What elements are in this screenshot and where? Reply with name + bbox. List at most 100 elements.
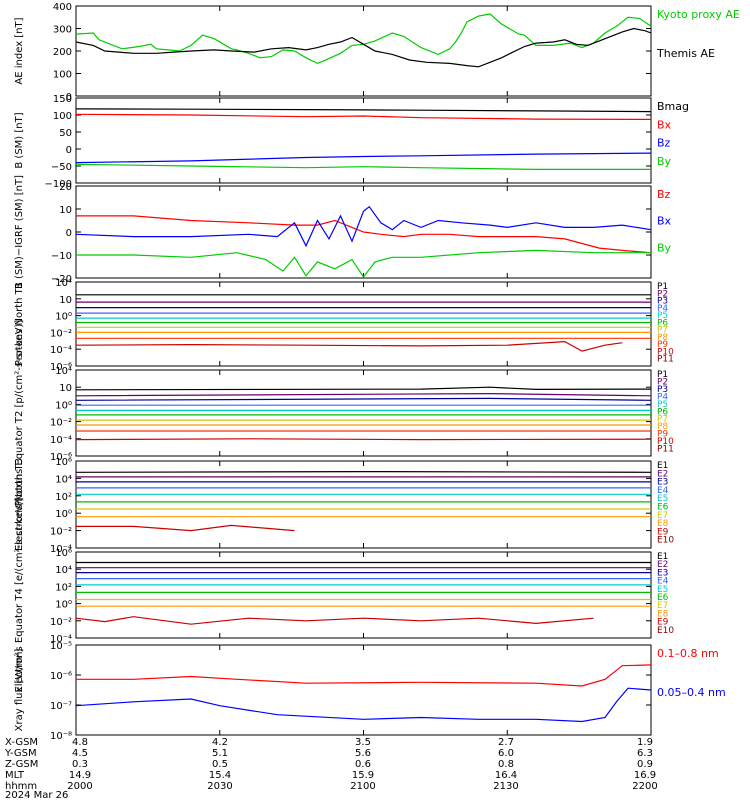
legend-entry: P11: [657, 355, 674, 365]
orbit-value: 5.6: [355, 748, 371, 759]
legend-entry: Bx: [657, 215, 672, 228]
y-axis-label: Xray flux [W/m²]: [14, 649, 25, 732]
y-tick-label: 10⁴: [55, 278, 72, 289]
orbit-row-label: MLT: [5, 770, 25, 781]
orbit-row-label: X-GSM: [5, 737, 38, 748]
orbit-value: 2200: [632, 781, 657, 792]
orbit-value: 5.1: [212, 748, 228, 759]
y-tick-label: 10⁻⁷: [50, 701, 72, 712]
legend-entry: P11: [657, 445, 674, 455]
y-tick-label: 10⁻²: [50, 418, 72, 429]
y-tick-label: 10⁰: [55, 400, 72, 411]
orbit-value: 2.7: [498, 737, 514, 748]
orbit-value: 4.2: [212, 737, 228, 748]
y-tick-label: −10: [51, 251, 72, 262]
y-tick-label: 10⁰: [55, 312, 72, 323]
series-line: [76, 29, 651, 67]
legend-entry: By: [657, 241, 672, 254]
y-tick-label: 0: [66, 145, 72, 156]
y-tick-label: 10⁶: [55, 548, 72, 559]
orbit-value: 15.9: [352, 770, 374, 781]
legend-entry: E10: [657, 536, 674, 546]
series-line: [76, 14, 651, 64]
y-tick-label: 10⁻⁸: [50, 731, 72, 742]
panel-frame: [76, 6, 651, 96]
series-line: [76, 394, 651, 396]
orbit-value: 3.5: [355, 737, 371, 748]
date-label: 2024 Mar 26: [5, 790, 68, 800]
orbit-value: 6.0: [498, 748, 514, 759]
legend-entry: Bx: [657, 118, 672, 131]
series-line: [76, 665, 651, 686]
y-tick-label: 20: [59, 182, 72, 193]
y-tick-label: 10⁻⁶: [50, 671, 72, 682]
panel-frame: [76, 645, 651, 735]
orbit-value: 1.9: [637, 737, 653, 748]
y-tick-label: 10: [59, 205, 72, 216]
legend-entry: Kyoto proxy AE: [657, 8, 740, 21]
y-tick-label: 0: [66, 228, 72, 239]
series-line: [76, 153, 651, 163]
y-tick-label: 150: [53, 94, 72, 105]
series-line: [76, 216, 651, 253]
y-tick-label: 10⁻²: [50, 527, 72, 538]
y-tick-label: 10⁻²: [50, 328, 72, 339]
y-tick-label: 10⁴: [55, 366, 72, 377]
series-line: [76, 207, 651, 246]
series-line: [76, 387, 651, 390]
orbit-row-label: Y-GSM: [4, 748, 37, 759]
orbit-value: 2130: [493, 781, 518, 792]
series-line: [76, 164, 651, 169]
y-tick-label: 200: [53, 47, 72, 58]
legend-entry: Bz: [657, 188, 671, 201]
orbit-value: 15.4: [209, 770, 231, 781]
y-tick-label: 10⁶: [55, 457, 72, 468]
legend-entry: 0.1–0.8 nm: [657, 647, 719, 660]
y-tick-label: 10²: [55, 582, 72, 593]
series-line: [76, 439, 651, 440]
y-tick-label: 10⁴: [55, 565, 72, 576]
orbit-row-label: Z-GSM: [5, 759, 38, 770]
series-line: [76, 472, 651, 473]
series-line: [76, 109, 651, 112]
orbit-value: 0.8: [498, 759, 514, 770]
y-axis-label: AE index [nT]: [14, 17, 25, 84]
legend-entry: E10: [657, 626, 674, 636]
orbit-value: 4.8: [72, 737, 88, 748]
y-tick-label: 50: [59, 128, 72, 139]
orbit-value: 2100: [350, 781, 375, 792]
series-line: [76, 398, 651, 400]
y-tick-label: 10⁲: [59, 295, 72, 306]
y-tick-label: 10⁰: [55, 600, 72, 611]
y-tick-label: 10⁻²: [50, 617, 72, 628]
orbit-value: 0.5: [212, 759, 228, 770]
series-line: [76, 114, 651, 119]
series-line: [76, 342, 622, 352]
orbit-value: 4.5: [72, 748, 88, 759]
orbit-value: 0.3: [72, 759, 88, 770]
y-tick-label: 100: [53, 111, 72, 122]
series-line: [76, 525, 295, 530]
y-tick-label: 300: [53, 25, 72, 36]
orbit-value: 16.9: [634, 770, 656, 781]
orbit-value: 2030: [207, 781, 232, 792]
panel-frame: [76, 370, 651, 456]
series-line: [76, 688, 651, 721]
legend-entry: Bz: [657, 137, 671, 150]
y-tick-label: −50: [51, 162, 72, 173]
y-axis-label: B (SM)−IGRF (SM) [nT]: [14, 175, 25, 289]
legend-entry: 0.05–0.4 nm: [657, 686, 726, 699]
orbit-value: 14.9: [69, 770, 91, 781]
y-tick-label: 10⁻⁴: [50, 435, 72, 446]
legend-entry: Bmag: [657, 100, 689, 113]
y-axis-label: B (SM) [nT]: [14, 112, 25, 168]
y-tick-label: 10⁻⁴: [50, 345, 72, 356]
y-tick-label: 10⁲: [59, 383, 72, 394]
y-tick-label: 100: [53, 70, 72, 81]
y-tick-label: 400: [53, 2, 72, 13]
series-line: [76, 617, 594, 625]
legend-entry: By: [657, 155, 672, 168]
panel-frame: [76, 461, 651, 548]
y-tick-label: 10⁴: [55, 474, 72, 485]
